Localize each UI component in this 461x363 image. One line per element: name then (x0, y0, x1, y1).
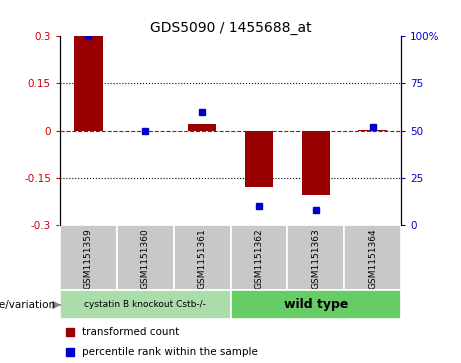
Text: GSM1151361: GSM1151361 (198, 228, 207, 289)
Bar (358, 130, 387, 131)
Bar (245, 131, 273, 187)
Title: GDS5090 / 1455688_at: GDS5090 / 1455688_at (150, 21, 311, 35)
Text: GSM1151360: GSM1151360 (141, 228, 150, 289)
Text: GSM1151359: GSM1151359 (84, 228, 93, 289)
Text: GSM1151364: GSM1151364 (368, 228, 377, 289)
Bar (287, 225, 344, 290)
Bar (188, 125, 216, 131)
Text: genotype/variation: genotype/variation (0, 300, 55, 310)
Bar (230, 225, 287, 290)
Bar (60, 225, 117, 290)
Text: wild type: wild type (284, 298, 348, 311)
Text: GSM1151363: GSM1151363 (311, 228, 320, 289)
Text: GSM1151362: GSM1151362 (254, 228, 263, 289)
Bar (301, 131, 330, 195)
Text: transformed count: transformed count (82, 327, 179, 337)
Bar (174, 225, 230, 290)
Bar (60, 290, 230, 319)
Bar (117, 225, 174, 290)
Text: cystatin B knockout Cstb-/-: cystatin B knockout Cstb-/- (84, 301, 206, 309)
Bar (74, 36, 102, 131)
Bar (344, 225, 401, 290)
Text: percentile rank within the sample: percentile rank within the sample (82, 347, 258, 357)
Bar (230, 290, 401, 319)
